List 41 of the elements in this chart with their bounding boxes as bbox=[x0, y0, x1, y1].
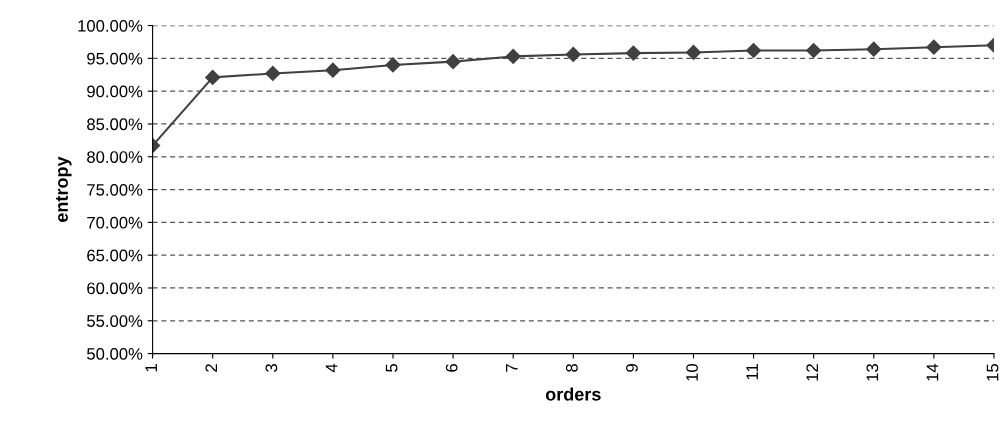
point bbox=[866, 41, 882, 57]
point bbox=[685, 44, 702, 61]
y-tick-label: 55.00% bbox=[87, 315, 143, 327]
y-tick-label: 75.00% bbox=[87, 183, 143, 196]
x-axis-title: orders bbox=[545, 387, 601, 401]
x-tick-label: 1 bbox=[145, 364, 157, 372]
x-tick-label: 4 bbox=[325, 363, 338, 373]
point bbox=[505, 48, 521, 64]
point bbox=[926, 39, 942, 55]
x-tick-label: 8 bbox=[565, 364, 578, 372]
x-tick-label: 3 bbox=[265, 364, 278, 372]
y-tick-label: 50.00% bbox=[87, 347, 143, 360]
x-tick-label: 9 bbox=[626, 364, 638, 372]
y-tick-label: 100.00% bbox=[78, 19, 143, 32]
x-tick-label: 2 bbox=[205, 364, 218, 372]
point bbox=[325, 62, 341, 78]
x-tick-label: 11 bbox=[746, 364, 758, 380]
x-tick-label: 5 bbox=[385, 364, 398, 372]
y-tick-label: 65.00% bbox=[87, 249, 143, 262]
x-tick-label: 15 bbox=[986, 364, 999, 381]
y-tick-label: 95.00% bbox=[87, 52, 143, 65]
x-tick-label: 14 bbox=[926, 363, 939, 381]
point bbox=[205, 69, 221, 85]
x-tick-label: 6 bbox=[445, 364, 458, 372]
x-tick-label: 10 bbox=[686, 363, 698, 381]
point bbox=[625, 45, 641, 61]
point bbox=[565, 46, 581, 62]
x-tick-label: 7 bbox=[506, 364, 518, 372]
y-tick-label: 70.00% bbox=[87, 216, 143, 229]
point bbox=[746, 42, 762, 59]
y-tick-label: 60.00% bbox=[87, 282, 143, 295]
point bbox=[265, 65, 281, 82]
y-tick-label: 90.00% bbox=[87, 85, 143, 98]
y-tick-label: 80.00% bbox=[87, 151, 143, 163]
x-tick-label: 12 bbox=[806, 364, 818, 381]
point bbox=[806, 42, 822, 59]
y-axis-title: entropy bbox=[56, 156, 72, 222]
point bbox=[445, 54, 461, 70]
y-tick-label: 85.00% bbox=[87, 118, 143, 131]
x-tick-label: 13 bbox=[866, 364, 879, 381]
point bbox=[385, 57, 401, 73]
